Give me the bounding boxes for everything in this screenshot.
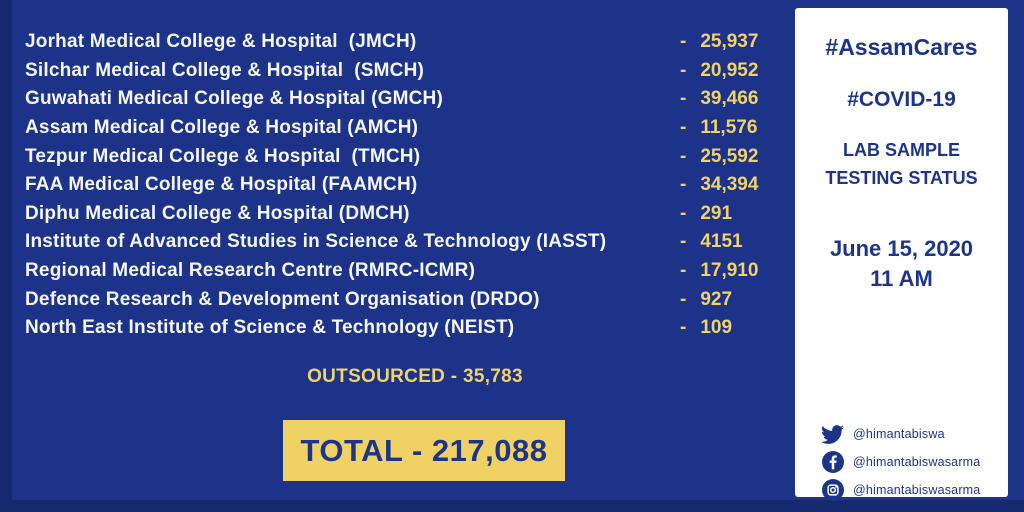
- lab-count: 927: [700, 288, 733, 310]
- lab-count: 17,910: [700, 260, 759, 282]
- lab-row-iasst: Institute of Advanced Studies in Science…: [25, 228, 790, 257]
- dash-separator: -: [680, 288, 687, 310]
- lab-count: 11,576: [700, 117, 758, 139]
- lab-name: Guwahati Medical College & Hospital (GMC…: [25, 88, 443, 110]
- social-row-twitter[interactable]: @himantabiswa: [821, 420, 1001, 448]
- lab-count: 34,394: [700, 174, 759, 196]
- twitter-handle[interactable]: @himantabiswa: [853, 427, 945, 441]
- hashtag-covid19: #COVID-19: [847, 88, 956, 111]
- lab-row-faamch: FAA Medical College & Hospital (FAAMCH) …: [25, 171, 790, 200]
- dash-separator: -: [680, 174, 687, 196]
- lab-row-neist: North East Institute of Science & Techno…: [25, 314, 790, 343]
- bottom-edge-strip: [0, 500, 1024, 512]
- lab-count: 109: [700, 317, 733, 339]
- dash-separator: -: [680, 117, 687, 139]
- card-title-line1: LAB SAMPLE: [843, 140, 960, 160]
- info-card: #AssamCares #COVID-19 LAB SAMPLE TESTING…: [795, 8, 1008, 501]
- lab-row-jmch: Jorhat Medical College & Hospital (JMCH)…: [25, 28, 790, 57]
- report-date: June 15, 2020: [829, 236, 974, 261]
- lab-testing-list: Jorhat Medical College & Hospital (JMCH)…: [25, 28, 790, 343]
- lab-count: 4151: [700, 231, 743, 253]
- lab-count: 39,466: [700, 88, 759, 110]
- social-row-facebook[interactable]: @himantabiswasarma: [821, 448, 1001, 476]
- lab-row-smch: Silchar Medical College & Hospital (SMCH…: [25, 57, 790, 86]
- lab-name: North East Institute of Science & Techno…: [25, 317, 515, 339]
- card-title-line2: TESTING STATUS: [825, 168, 978, 188]
- lab-name: Diphu Medical College & Hospital (DMCH): [25, 202, 410, 224]
- lab-name: Institute of Advanced Studies in Science…: [25, 231, 607, 253]
- lab-count: 20,952: [700, 59, 759, 81]
- lab-row-gmch: Guwahati Medical College & Hospital (GMC…: [25, 85, 790, 114]
- lab-name: Assam Medical College & Hospital (AMCH): [25, 117, 419, 139]
- social-handles: @himantabiswa @himantabiswasarma @hima: [821, 420, 1001, 504]
- lab-name: FAA Medical College & Hospital (FAAMCH): [25, 174, 418, 196]
- outsourced-total: OUTSOURCED - 35,783: [307, 366, 523, 387]
- grand-total-box: TOTAL - 217,088: [283, 420, 565, 481]
- lab-row-amch: Assam Medical College & Hospital (AMCH) …: [25, 114, 790, 143]
- lab-count: 25,937: [700, 31, 759, 53]
- dash-separator: -: [680, 59, 687, 81]
- lab-name: Defence Research & Development Organisat…: [25, 288, 540, 310]
- dash-separator: -: [680, 231, 687, 253]
- dash-separator: -: [680, 145, 687, 167]
- lab-name: Regional Medical Research Centre (RMRC-I…: [25, 260, 476, 282]
- social-row-instagram[interactable]: @himantabiswasarma: [821, 476, 1001, 504]
- dash-separator: -: [680, 260, 687, 282]
- grand-total-text: TOTAL - 217,088: [300, 432, 548, 468]
- dash-separator: -: [680, 31, 687, 53]
- lab-row-drdo: Defence Research & Development Organisat…: [25, 285, 790, 314]
- lab-name: Silchar Medical College & Hospital (SMCH…: [25, 59, 425, 81]
- report-time: 11 AM: [870, 266, 933, 291]
- lab-name: Jorhat Medical College & Hospital (JMCH): [25, 31, 417, 53]
- hashtag-assamcares: #AssamCares: [825, 34, 978, 60]
- lab-row-dmch: Diphu Medical College & Hospital (DMCH) …: [25, 200, 790, 229]
- dash-separator: -: [680, 202, 687, 224]
- lab-count: 291: [700, 202, 733, 224]
- facebook-icon: [821, 451, 844, 474]
- lab-row-rmrc: Regional Medical Research Centre (RMRC-I…: [25, 257, 790, 286]
- instagram-icon: [821, 479, 844, 502]
- dash-separator: -: [680, 88, 687, 110]
- twitter-icon: [821, 423, 844, 446]
- lab-name: Tezpur Medical College & Hospital (TMCH): [25, 145, 421, 167]
- lab-count: 25,592: [700, 145, 759, 167]
- card-title: LAB SAMPLE TESTING STATUS: [795, 136, 1008, 192]
- dash-separator: -: [680, 317, 687, 339]
- facebook-handle[interactable]: @himantabiswasarma: [853, 455, 981, 469]
- left-edge-strip: [0, 0, 12, 512]
- lab-row-tmch: Tezpur Medical College & Hospital (TMCH)…: [25, 142, 790, 171]
- instagram-handle[interactable]: @himantabiswasarma: [853, 483, 981, 497]
